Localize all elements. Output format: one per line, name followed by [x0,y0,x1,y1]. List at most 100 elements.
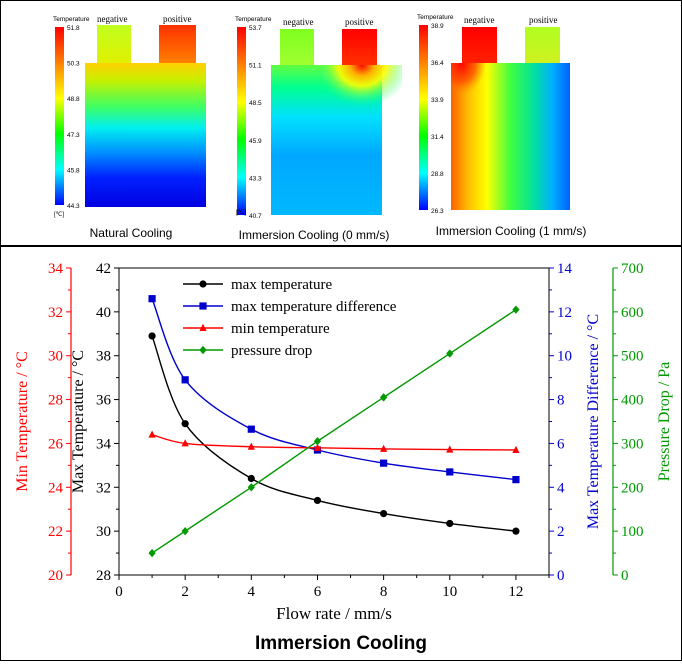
colorbar-tick-label: 26.3 [431,208,444,215]
colorbar-tick-label: 45.9 [249,138,262,145]
series-max-temperature-difference [148,295,520,484]
y-axis-label: Min Temperature / °C [14,351,31,492]
colorbar-tick-label: 36.4 [431,60,444,67]
legend-marker [199,280,207,288]
data-point [181,376,189,384]
data-point [313,496,322,505]
legend-marker [199,323,207,331]
unit-label: [℃] [236,210,246,216]
unit-label: [℃] [54,212,64,218]
y-tick-label: 8 [557,393,565,409]
y-tick-label: 6 [557,436,565,452]
axis-max-temp-diff: 0 2 4 6 8 10 12 14 Max Temperature Difference / … [549,261,602,584]
y-tick-label: 36 [96,393,112,409]
series-line [151,335,517,532]
cell-body [85,63,206,207]
positive-tab [159,25,196,63]
negative-tab [462,27,497,63]
y-tick-label: 40 [96,305,111,321]
y-tick-label: 600 [621,305,644,321]
y-tick-label: 42 [96,261,111,277]
data-point [446,349,454,358]
y-tick-label: 300 [621,436,644,452]
colorbar-tick-label: 51.8 [67,25,80,32]
y-tick-label: 4 [557,480,565,496]
contour-panel: Temperature 51.8 50.3 48.8 47.3 45.8 44.3 [℃] ne… [1,1,681,247]
y-tick-label: 2 [557,524,565,540]
y-tick-label: 700 [621,261,644,277]
data-point [380,459,388,467]
x-tick-label: 6 [314,584,322,600]
axis-min-temp: 20 22 24 26 28 30 32 34 Min Temperature / °C [14,261,72,584]
colorbar-tick-label: 28.8 [431,171,444,178]
data-point [181,420,189,428]
negative-label: negative [283,17,314,27]
data-point [148,430,156,438]
data-point [446,468,454,476]
legend-label: max temperature difference [231,299,397,315]
y-axis-label: Max Temperature Difference / °C [585,314,602,529]
negative-label: negative [97,14,128,24]
y-tick-label: 28 [96,568,111,584]
x-tick-label: 4 [248,584,256,600]
legend-marker [199,345,207,355]
y-tick-label: 500 [621,349,644,365]
legend-label: max temperature [231,277,333,293]
y-tick-label: 400 [621,393,644,409]
legend-title: Temperature [417,14,454,21]
data-point [313,437,322,446]
data-point [181,526,189,536]
y-tick-label: 34 [96,436,112,452]
y-tick-label: 20 [48,568,63,584]
y-tick-label: 28 [48,393,63,409]
data-point [446,445,454,453]
chart-panel: 0 2 4 6 8 10 12 Flow rate / mm/s 20 22 24 26 28 30 32 3… [1,247,681,660]
colorbar-tick-label: 43.3 [249,175,262,182]
series-pressure-drop [148,305,520,558]
legend: max temperature max temperature differenc… [183,277,397,359]
colorbar-tick-label: 40.7 [249,213,262,220]
series-max-temperature [148,332,520,535]
legend-label: min temperature [231,321,330,337]
y-tick-label: 34 [48,261,64,277]
legend-title: Temperature [235,16,272,23]
x-tick-label: 2 [181,584,189,600]
positive-label: positive [345,17,374,27]
colorbar-tick-label: 31.4 [431,134,444,141]
colorbar-tick-label: 51.1 [249,63,262,70]
x-tick-label: 0 [115,584,123,600]
axis-max-temp: 28 30 32 34 36 38 40 42 Max Temperature / °C [70,261,119,584]
data-point [512,476,520,484]
series-line [151,309,517,554]
contour-2: Temperature 53.7 51.1 48.5 45.9 43.3 40.7[℃] ne… [235,16,402,242]
colorbar [55,27,64,205]
y-tick-label: 12 [557,305,572,321]
positive-tab [525,27,560,63]
data-point [512,527,520,535]
data-point [247,425,255,433]
hot-spot [451,63,521,153]
x-axis-label: Flow rate / mm/s [276,604,392,623]
y-tick-label: 14 [557,261,573,277]
y-tick-label: 38 [96,349,111,365]
colorbar [237,27,246,215]
y-tick-label: 24 [48,480,64,496]
y-tick-label: 32 [48,305,63,321]
data-point [380,510,388,518]
y-tick-label: 10 [557,349,572,365]
positive-label: positive [163,14,192,24]
colorbar-tick-label: 33.9 [431,97,444,104]
hot-spot [322,65,402,135]
y-tick-label: 30 [48,349,63,365]
contour-3: Temperature 38.9 36.4 33.9 31.4 28.8 26.3 negat… [417,14,586,238]
negative-tab [280,29,314,65]
x-tick-label: 8 [380,584,388,600]
series-min-temperature [148,430,520,454]
data-point [380,393,388,402]
colorbar-tick-label: 53.7 [249,25,262,32]
x-tick-label: 12 [508,584,523,600]
y-tick-label: 0 [621,568,629,584]
data-point [313,443,322,451]
data-point [148,332,156,340]
